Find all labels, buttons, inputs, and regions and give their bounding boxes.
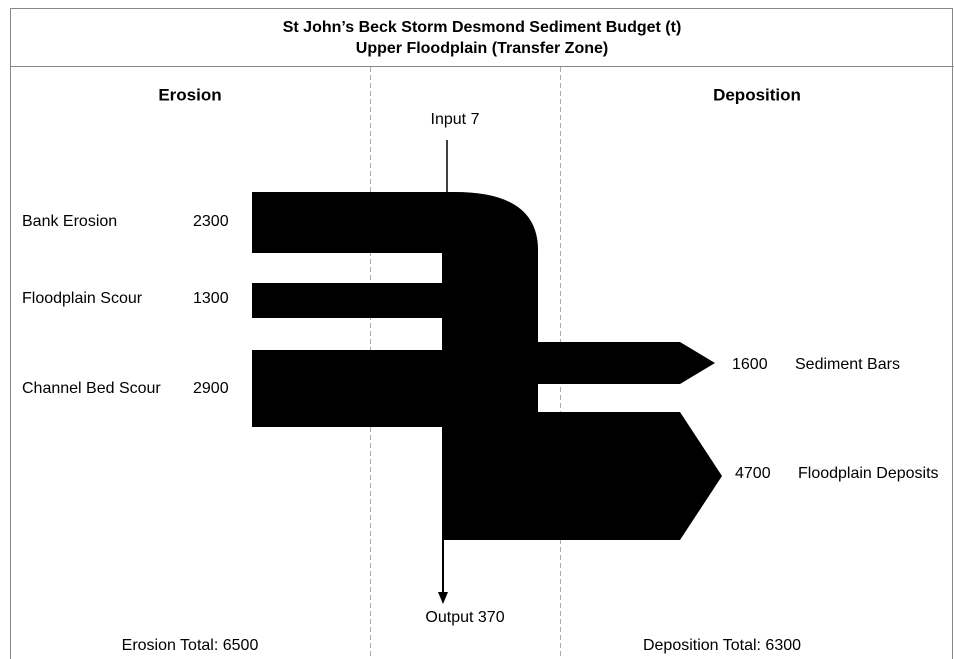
column-header: Deposition	[713, 85, 801, 104]
output-name: Output	[425, 609, 474, 626]
deposition-value: 4700	[735, 465, 771, 482]
erosion-value: 2300	[193, 213, 229, 230]
erosion-value: 1300	[193, 290, 229, 307]
input-name: Input	[431, 111, 467, 128]
erosion-total: Erosion Total: 6500	[122, 637, 259, 654]
subtitle: Upper Floodplain (Transfer Zone)	[356, 40, 608, 57]
frame	[10, 8, 953, 659]
total-label: Deposition Total:	[643, 637, 761, 654]
output-label: Output 370	[425, 609, 504, 626]
deposition-total: Deposition Total: 6300	[643, 637, 801, 654]
sediment-flow	[252, 192, 722, 540]
total-label: Erosion Total:	[122, 637, 219, 654]
title: St John’s Beck Storm Desmond Sediment Bu…	[283, 19, 682, 36]
erosion-label: Floodplain Scour	[22, 290, 143, 307]
erosion-value: 2900	[193, 380, 229, 397]
deposition-value: 1600	[732, 356, 768, 373]
output-arrowhead	[438, 592, 448, 604]
input-label: Input 7	[431, 111, 480, 128]
deposition-label: Sediment Bars	[795, 356, 900, 373]
total-value: 6300	[765, 637, 801, 654]
deposition-label: Floodplain Deposits	[798, 465, 939, 482]
input-value: 7	[471, 111, 480, 128]
column-header: Erosion	[158, 85, 221, 104]
erosion-label: Bank Erosion	[22, 213, 117, 230]
output-value: 370	[478, 609, 505, 626]
total-value: 6500	[223, 637, 259, 654]
erosion-label: Channel Bed Scour	[22, 380, 161, 397]
